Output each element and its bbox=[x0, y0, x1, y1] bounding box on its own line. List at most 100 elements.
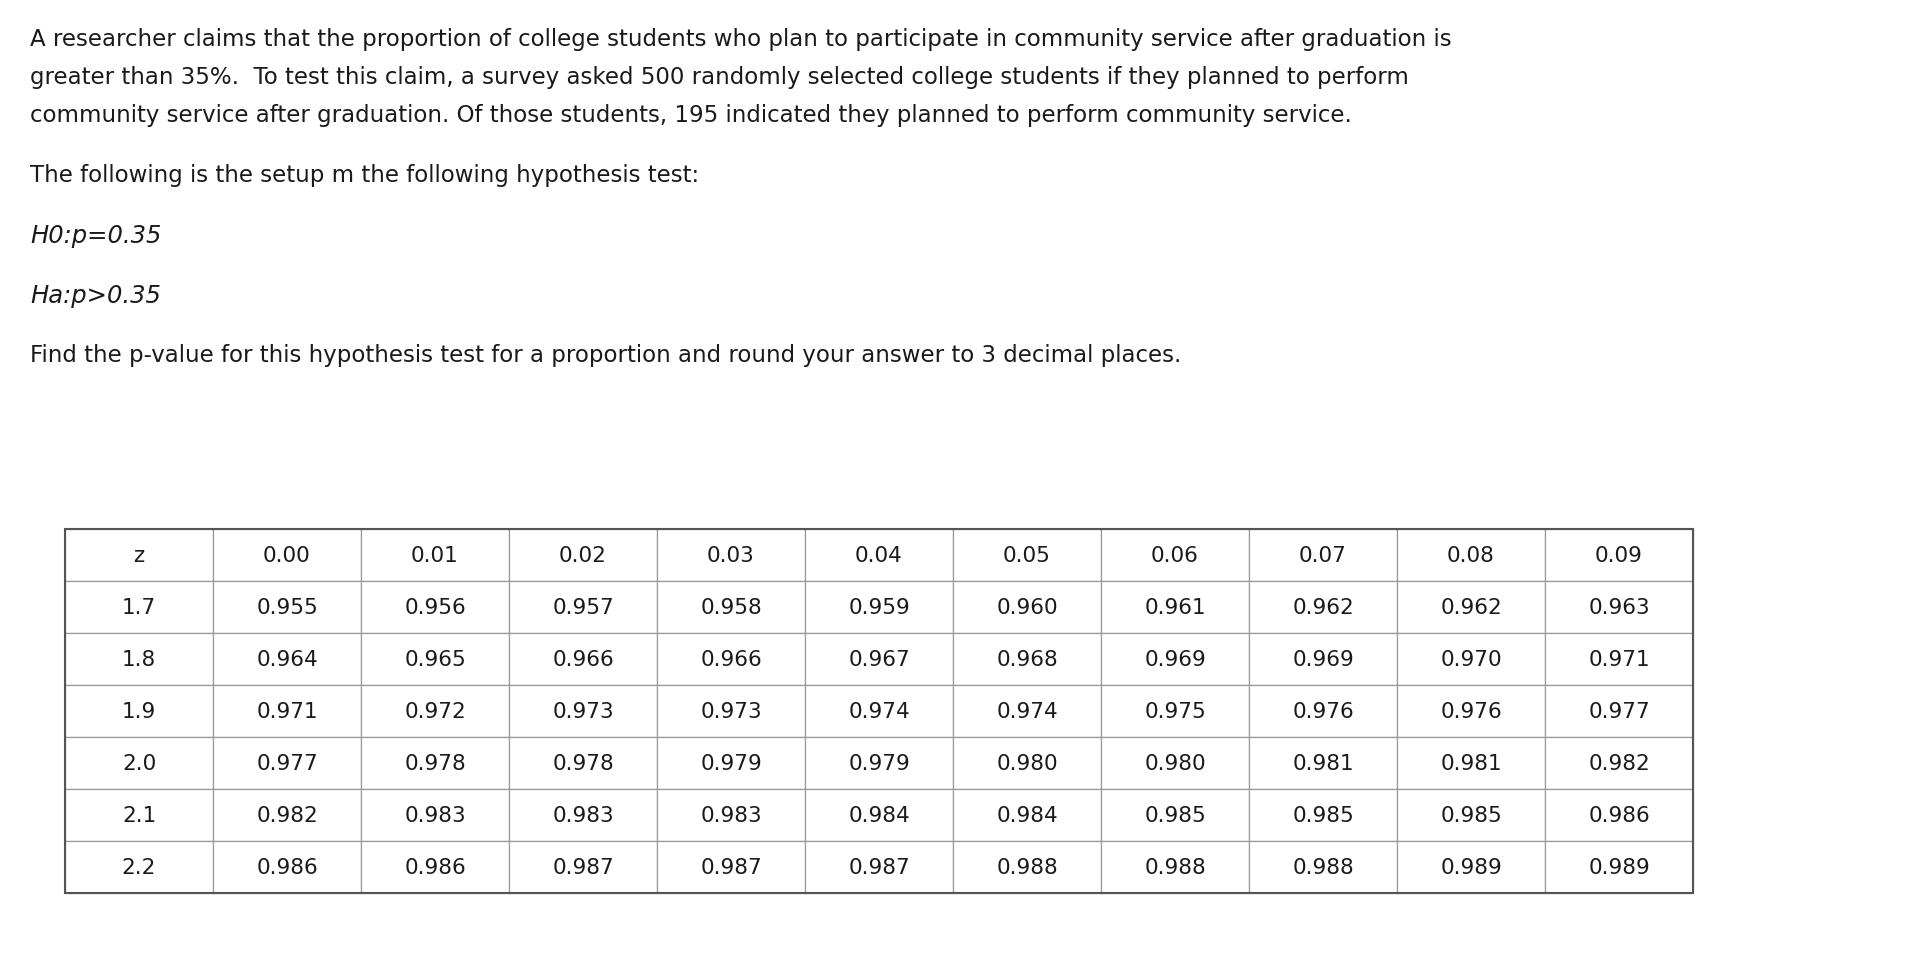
Bar bbox=[508, 738, 658, 789]
Bar bbox=[806, 738, 953, 789]
Text: 0.02: 0.02 bbox=[558, 545, 606, 566]
Text: 0.956: 0.956 bbox=[405, 597, 466, 617]
Text: 0.957: 0.957 bbox=[552, 597, 614, 617]
Text: Ha:p>0.35: Ha:p>0.35 bbox=[31, 283, 161, 308]
Bar bbox=[361, 530, 508, 581]
Text: 0.986: 0.986 bbox=[405, 857, 466, 877]
Text: 0.988: 0.988 bbox=[1293, 857, 1354, 877]
Bar bbox=[953, 738, 1101, 789]
Bar bbox=[1546, 633, 1694, 685]
Text: 0.978: 0.978 bbox=[405, 753, 466, 773]
Bar bbox=[65, 738, 213, 789]
Bar bbox=[1546, 530, 1694, 581]
Text: 0.984: 0.984 bbox=[995, 805, 1059, 826]
Bar bbox=[1396, 685, 1546, 738]
Text: 0.965: 0.965 bbox=[405, 650, 466, 669]
Text: 0.969: 0.969 bbox=[1293, 650, 1354, 669]
Bar bbox=[508, 685, 658, 738]
Text: 0.07: 0.07 bbox=[1298, 545, 1346, 566]
Text: 2.0: 2.0 bbox=[123, 753, 155, 773]
Bar bbox=[508, 789, 658, 841]
Bar bbox=[1249, 633, 1396, 685]
Text: 2.1: 2.1 bbox=[123, 805, 155, 826]
Text: 0.976: 0.976 bbox=[1440, 701, 1502, 721]
Text: 0.980: 0.980 bbox=[995, 753, 1059, 773]
Bar bbox=[213, 841, 361, 893]
Bar bbox=[1546, 685, 1694, 738]
Bar bbox=[658, 789, 806, 841]
Text: 0.961: 0.961 bbox=[1145, 597, 1206, 617]
Text: 0.989: 0.989 bbox=[1588, 857, 1649, 877]
Bar bbox=[1546, 841, 1694, 893]
Bar bbox=[1546, 789, 1694, 841]
Text: 0.973: 0.973 bbox=[552, 701, 614, 721]
Text: 0.983: 0.983 bbox=[700, 805, 761, 826]
Text: 0.987: 0.987 bbox=[552, 857, 614, 877]
Bar bbox=[953, 685, 1101, 738]
Text: 0.963: 0.963 bbox=[1588, 597, 1649, 617]
Text: 0.979: 0.979 bbox=[700, 753, 761, 773]
Text: 0.971: 0.971 bbox=[257, 701, 318, 721]
Text: 1.8: 1.8 bbox=[123, 650, 155, 669]
Text: 0.04: 0.04 bbox=[855, 545, 903, 566]
Bar bbox=[658, 633, 806, 685]
Bar bbox=[1396, 841, 1546, 893]
Text: 0.971: 0.971 bbox=[1588, 650, 1649, 669]
Text: 0.962: 0.962 bbox=[1440, 597, 1502, 617]
Bar bbox=[65, 530, 213, 581]
Bar bbox=[213, 581, 361, 633]
Bar bbox=[1396, 738, 1546, 789]
Text: 1.7: 1.7 bbox=[123, 597, 155, 617]
Text: H0:p=0.35: H0:p=0.35 bbox=[31, 224, 161, 248]
Bar bbox=[953, 633, 1101, 685]
Bar bbox=[658, 530, 806, 581]
Text: 0.01: 0.01 bbox=[410, 545, 458, 566]
Bar bbox=[953, 581, 1101, 633]
Bar bbox=[213, 633, 361, 685]
Bar bbox=[1101, 789, 1249, 841]
Text: z: z bbox=[134, 545, 144, 566]
Text: 0.980: 0.980 bbox=[1145, 753, 1206, 773]
Bar bbox=[361, 789, 508, 841]
Bar bbox=[361, 633, 508, 685]
Bar bbox=[65, 530, 1694, 893]
Text: 0.966: 0.966 bbox=[700, 650, 761, 669]
Bar bbox=[65, 789, 213, 841]
Bar bbox=[806, 530, 953, 581]
Text: 0.988: 0.988 bbox=[1145, 857, 1206, 877]
Bar bbox=[953, 841, 1101, 893]
Bar bbox=[508, 841, 658, 893]
Bar bbox=[953, 530, 1101, 581]
Text: greater than 35%.  To test this claim, a survey asked 500 randomly selected coll: greater than 35%. To test this claim, a … bbox=[31, 65, 1410, 89]
Bar bbox=[361, 841, 508, 893]
Text: A researcher claims that the proportion of college students who plan to particip: A researcher claims that the proportion … bbox=[31, 28, 1452, 51]
Text: 1.9: 1.9 bbox=[123, 701, 155, 721]
Text: 0.06: 0.06 bbox=[1151, 545, 1199, 566]
Bar bbox=[65, 633, 213, 685]
Text: 0.985: 0.985 bbox=[1293, 805, 1354, 826]
Bar bbox=[1249, 841, 1396, 893]
Bar bbox=[1546, 581, 1694, 633]
Bar bbox=[65, 841, 213, 893]
Bar bbox=[1249, 581, 1396, 633]
Bar bbox=[806, 841, 953, 893]
Bar bbox=[658, 738, 806, 789]
Text: 0.988: 0.988 bbox=[995, 857, 1059, 877]
Text: 0.972: 0.972 bbox=[405, 701, 466, 721]
Text: 0.962: 0.962 bbox=[1293, 597, 1354, 617]
Text: 0.987: 0.987 bbox=[848, 857, 909, 877]
Text: 0.968: 0.968 bbox=[995, 650, 1059, 669]
Text: 0.976: 0.976 bbox=[1293, 701, 1354, 721]
Bar bbox=[1396, 530, 1546, 581]
Text: 0.983: 0.983 bbox=[405, 805, 466, 826]
Bar bbox=[1249, 738, 1396, 789]
Bar bbox=[953, 789, 1101, 841]
Bar bbox=[658, 685, 806, 738]
Text: 0.960: 0.960 bbox=[995, 597, 1059, 617]
Bar bbox=[213, 685, 361, 738]
Bar bbox=[1396, 581, 1546, 633]
Bar bbox=[658, 841, 806, 893]
Text: 2.2: 2.2 bbox=[123, 857, 155, 877]
Text: 0.985: 0.985 bbox=[1145, 805, 1206, 826]
Text: The following is the setup m the following hypothesis test:: The following is the setup m the followi… bbox=[31, 164, 700, 187]
